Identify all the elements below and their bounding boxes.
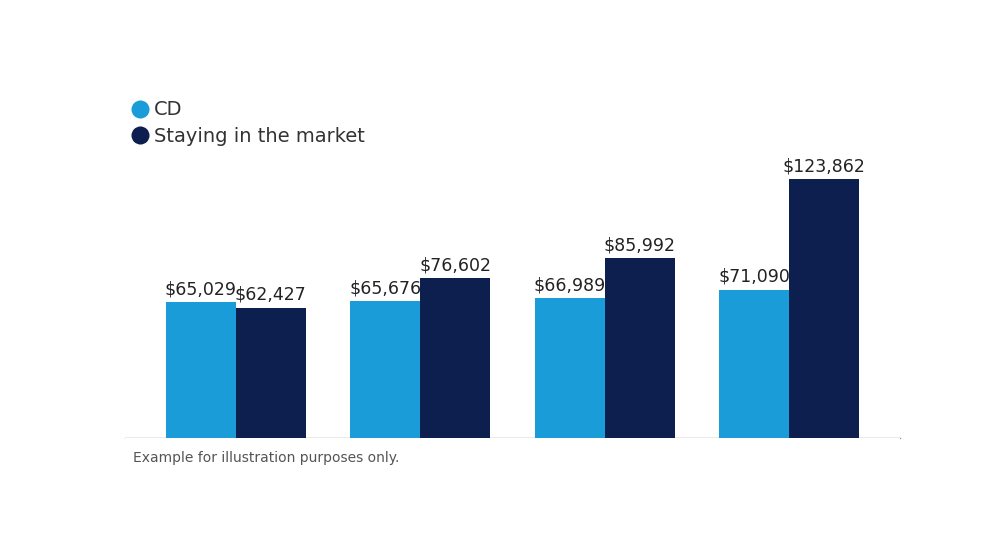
Legend: CD, Staying in the market: CD, Staying in the market [135,100,365,146]
Text: $85,992: $85,992 [604,237,676,254]
Text: $65,029: $65,029 [165,280,237,299]
Text: $66,989: $66,989 [534,277,606,294]
Text: $62,427: $62,427 [235,286,307,304]
Text: Example for illustration purposes only.: Example for illustration purposes only. [133,451,399,465]
Text: $65,676: $65,676 [349,279,421,297]
Text: $71,090: $71,090 [718,268,790,286]
Bar [166,302,236,438]
Bar [350,301,420,438]
Bar [789,179,859,438]
Bar [719,289,789,438]
Bar [420,278,490,438]
Bar [535,298,605,438]
Text: $123,862: $123,862 [783,157,866,176]
Text: $76,602: $76,602 [419,257,491,274]
Bar [605,258,675,438]
Bar [236,308,306,438]
